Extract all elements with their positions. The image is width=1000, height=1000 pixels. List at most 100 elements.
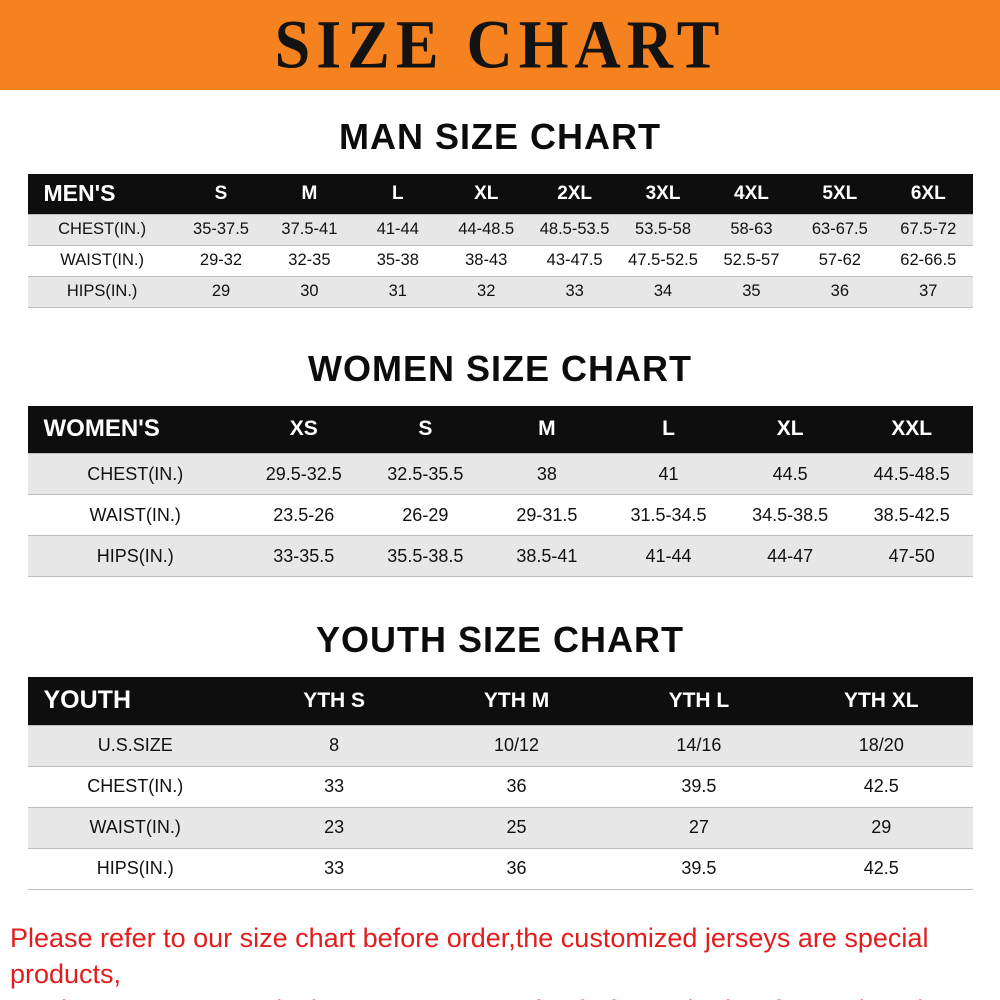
value-cell: 41-44 [376, 220, 419, 238]
value-cell: 57-62 [818, 251, 861, 269]
women-size-table: WOMEN'S XS S M L XL XXL CHEST(IN.) 29.5-32.5 32.5… [27, 405, 973, 578]
value-cell: 44-47 [767, 545, 814, 566]
table-row: WAIST(IN.) 23 25 27 29 [27, 807, 973, 848]
column-header-cell: XXL [891, 417, 933, 441]
value-cell: 29-31.5 [516, 504, 578, 525]
value-cell: 38-43 [465, 251, 508, 269]
value-cell: 47.5-52.5 [628, 251, 698, 269]
value-cell: 34 [653, 282, 673, 300]
column-header-cell: L [662, 417, 675, 441]
disclaimer: Please refer to our size chart before or… [0, 920, 1000, 1000]
value-cell: 10/12 [494, 735, 540, 755]
table-row: U.S.SIZE 8 10/12 14/16 18/20 [27, 725, 973, 766]
value-cell: 48.5-53.5 [539, 220, 610, 238]
value-cell: 29-32 [199, 251, 243, 269]
value-cell: 30 [300, 282, 319, 300]
value-cell: 67.5-72 [900, 220, 957, 238]
column-header-cell: YTH S [303, 688, 366, 712]
value-cell: 29 [871, 817, 892, 837]
column-header-cell: XS [289, 417, 318, 441]
value-cell: 33 [565, 282, 584, 300]
table-header-row: MEN'S S M L XL 2XL 3XL 4XL 5XL 6XL [27, 174, 973, 214]
value-cell: 44.5 [772, 463, 808, 484]
value-cell: 63-67.5 [811, 220, 868, 238]
column-header-cell: YTH M [483, 688, 550, 712]
row-label-cell: WAIST(IN.) [89, 504, 181, 525]
value-cell: 8 [329, 735, 340, 755]
value-cell: 52.5-57 [723, 251, 780, 269]
value-cell: 14/16 [676, 735, 722, 755]
youth-size-table: YOUTH YTH S YTH M YTH L YTH XL U.S.SIZE 8 10/12… [27, 677, 973, 890]
column-header-cell: 5XL [822, 182, 858, 204]
women-section-heading: WOMEN SIZE CHART [308, 347, 692, 389]
disclaimer-line-2: we don't accept cancel, change, teturn o… [10, 992, 990, 1000]
row-label-cell: U.S.SIZE [97, 735, 173, 755]
value-cell: 41-44 [645, 545, 692, 566]
section-men: MAN SIZE CHART MEN'S S M L XL 2XL 3XL 4XL 5XL 6XL… [0, 90, 1000, 308]
disclaimer-line-1: Please refer to our size chart before or… [10, 922, 929, 989]
table-row: CHEST(IN.) 29.5-32.5 32.5-35.5 38 41 44.5 44.5… [27, 453, 973, 495]
row-label-cell: HIPS(IN.) [96, 545, 174, 566]
value-cell: 62-66.5 [900, 251, 957, 269]
value-cell: 42.5 [863, 858, 899, 878]
row-label-cell: CHEST(IN.) [87, 463, 184, 484]
value-cell: 33 [324, 776, 345, 796]
column-header-cell: XL [776, 417, 804, 441]
value-cell: 35.5-38.5 [387, 545, 464, 566]
men-size-table: MEN'S S M L XL 2XL 3XL 4XL 5XL 6XL CHEST(IN.) 35-37… [27, 174, 973, 308]
value-cell: 31.5-34.5 [630, 504, 707, 525]
value-cell: 33 [324, 858, 345, 878]
table-title-cell: WOMEN'S [43, 415, 160, 443]
value-cell: 25 [506, 817, 527, 837]
men-section-heading: MAN SIZE CHART [339, 116, 661, 157]
column-header-cell: M [301, 182, 318, 204]
value-cell: 32 [477, 282, 496, 300]
column-header-cell: YTH L [668, 688, 730, 712]
value-cell: 32.5-35.5 [387, 463, 464, 484]
banner: SIZE CHART [0, 0, 1000, 90]
value-cell: 36 [506, 858, 527, 878]
table-row: WAIST(IN.) 23.5-26 26-29 29-31.5 31.5-34.5 34… [27, 494, 973, 536]
value-cell: 36 [506, 776, 527, 796]
value-cell: 33-35.5 [273, 545, 335, 566]
value-cell: 18/20 [858, 735, 904, 755]
column-header-cell: 3XL [645, 182, 681, 204]
value-cell: 35-37.5 [193, 220, 249, 238]
table-row: HIPS(IN.) 29 30 31 32 33 34 35 36 37 [27, 276, 973, 307]
row-label-cell: HIPS(IN.) [96, 858, 174, 878]
column-header-cell: M [538, 417, 556, 441]
table-row: WAIST(IN.) 29-32 32-35 35-38 38-43 43-47.5 47.… [27, 245, 973, 276]
value-cell: 37 [919, 282, 938, 300]
table-row: CHEST(IN.) 35-37.5 37.5-41 41-44 44-48.5 48.5… [27, 214, 973, 245]
value-cell: 23.5-26 [273, 504, 335, 525]
table-row: CHEST(IN.) 33 36 39.5 42.5 [27, 766, 973, 807]
value-cell: 23 [324, 817, 345, 837]
table-header-row: YOUTH YTH S YTH M YTH L YTH XL [27, 677, 973, 725]
value-cell: 26-29 [402, 504, 449, 525]
value-cell: 31 [388, 282, 407, 300]
value-cell: 36 [830, 282, 850, 300]
value-cell: 38.5-41 [516, 545, 578, 566]
column-header-cell: S [214, 182, 228, 204]
value-cell: 41 [658, 463, 679, 484]
section-youth: YOUTH SIZE CHART YOUTH YTH S YTH M YTH L YTH… [0, 577, 1000, 890]
column-header-cell: S [418, 417, 433, 441]
row-label-cell: CHEST(IN.) [87, 776, 184, 796]
table-title-cell: MEN'S [43, 180, 116, 207]
row-label-cell: WAIST(IN.) [60, 251, 144, 269]
value-cell: 35 [742, 282, 761, 300]
row-label-cell: WAIST(IN.) [89, 817, 181, 837]
value-cell: 37.5-41 [281, 220, 338, 238]
table-row: HIPS(IN.) 33 36 39.5 42.5 [27, 848, 973, 889]
column-header-cell: L [392, 182, 404, 204]
value-cell: 27 [688, 817, 709, 837]
column-header-cell: XL [474, 182, 499, 204]
row-label-cell: HIPS(IN.) [66, 282, 138, 300]
column-header-cell: 6XL [910, 182, 946, 204]
value-cell: 29.5-32.5 [265, 463, 342, 484]
value-cell: 44-48.5 [458, 220, 515, 238]
value-cell: 34.5-38.5 [752, 504, 829, 525]
value-cell: 44.5-48.5 [873, 463, 950, 484]
value-cell: 53.5-58 [635, 220, 692, 238]
value-cell: 35-38 [376, 251, 419, 269]
